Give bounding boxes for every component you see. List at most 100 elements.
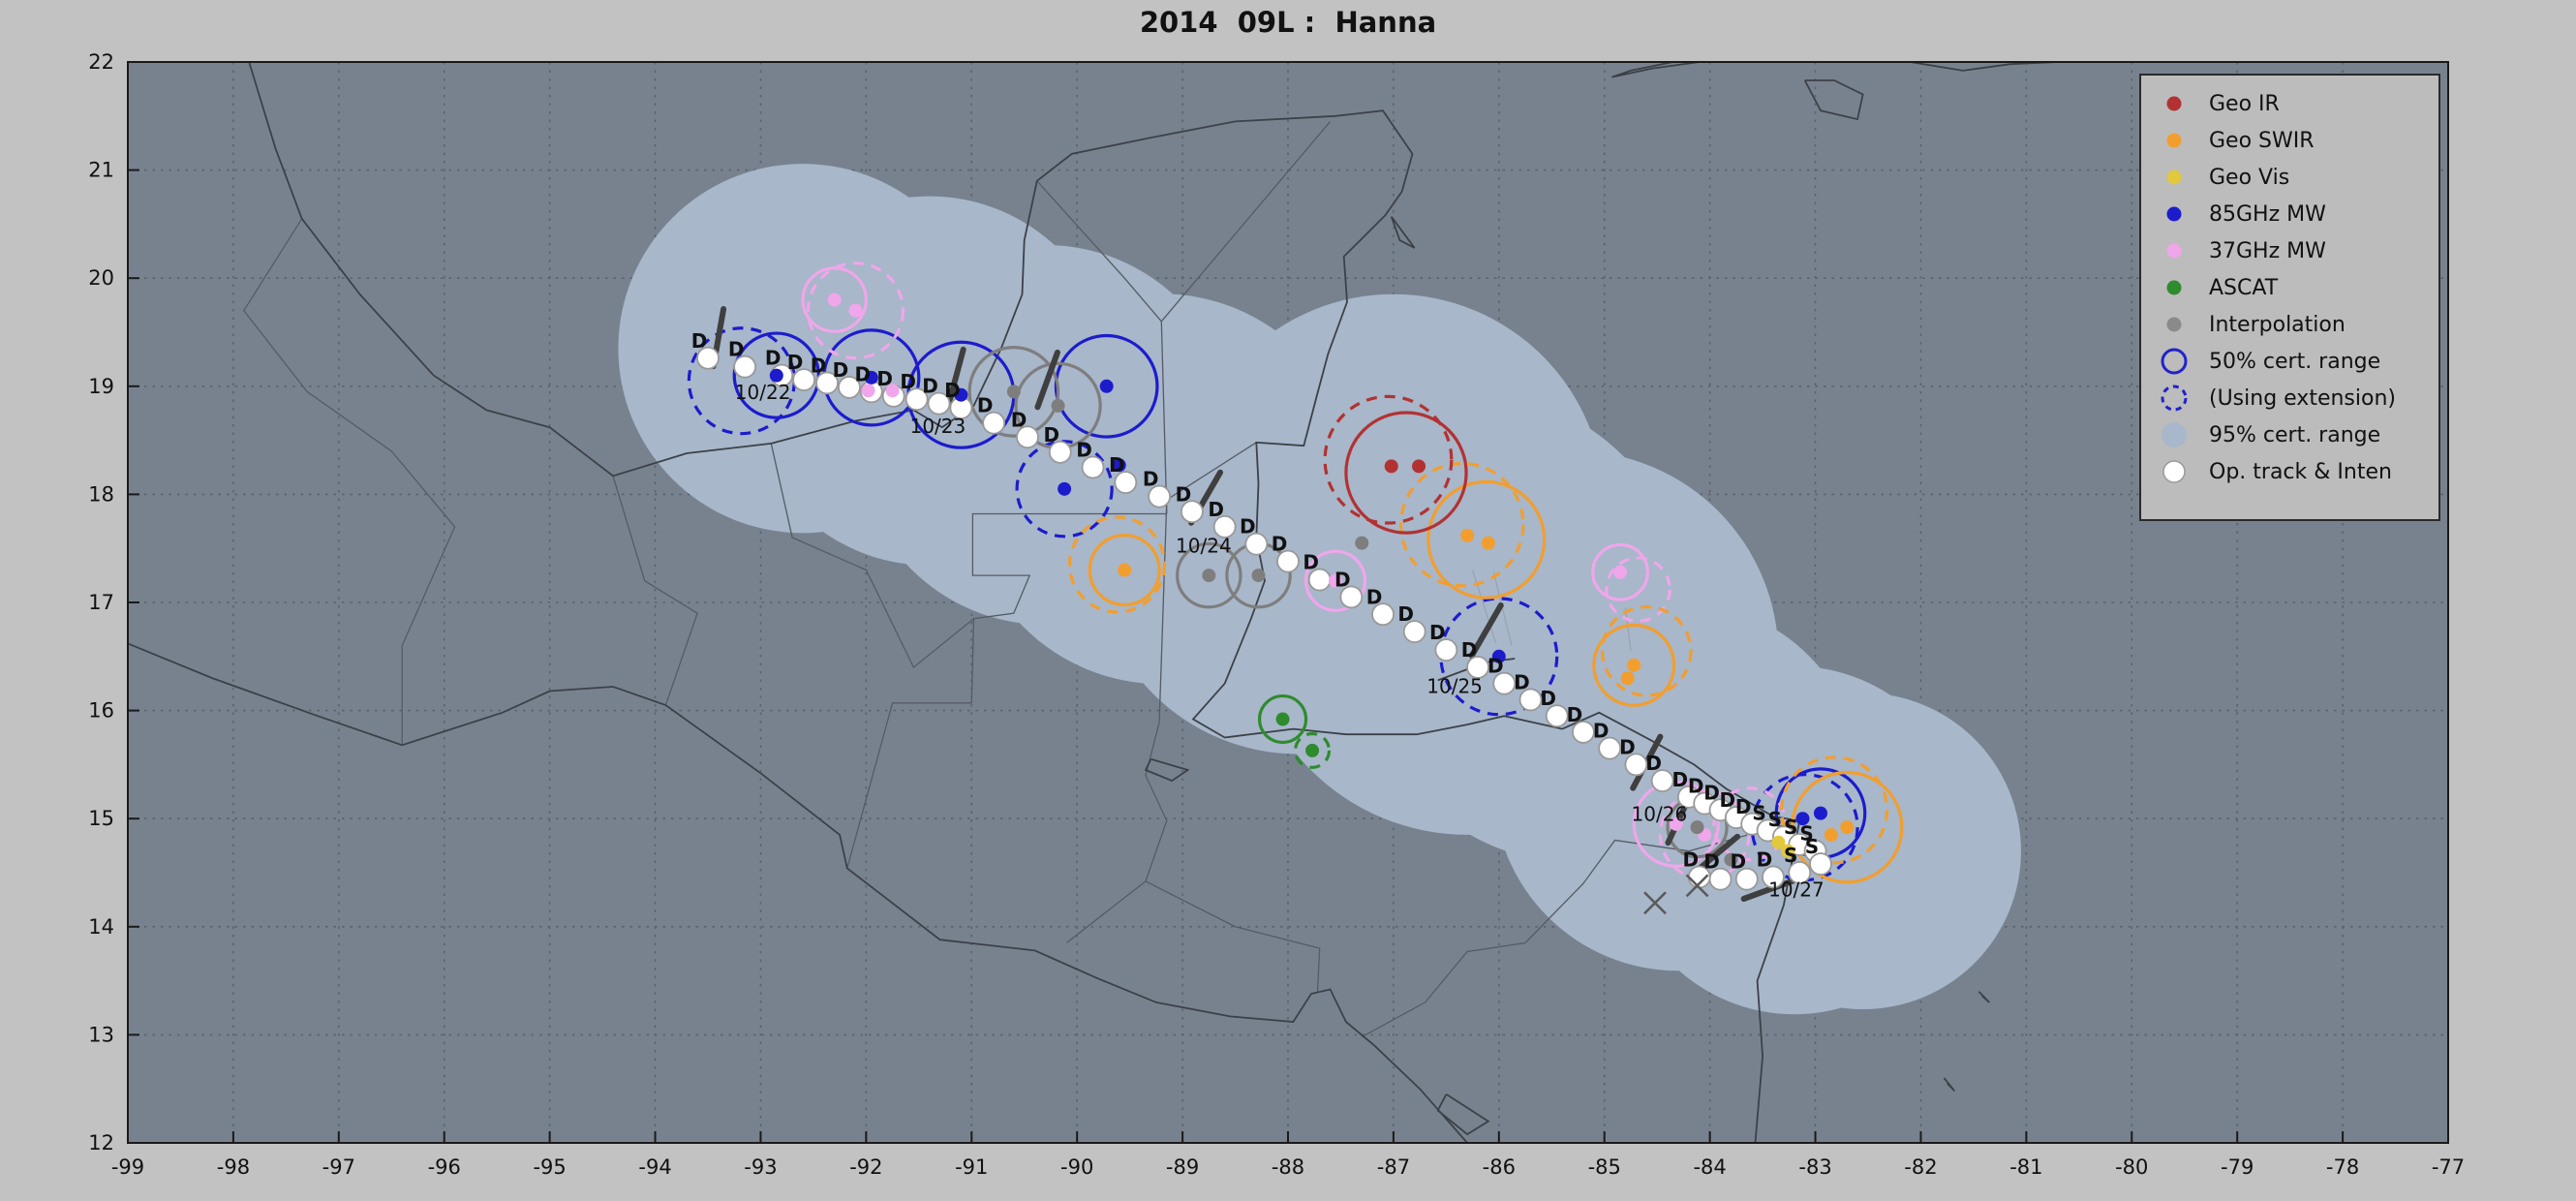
fix-dot-ir bbox=[1384, 459, 1398, 474]
coastline bbox=[1978, 991, 1990, 1003]
track-point bbox=[1434, 638, 1458, 662]
track-intensity-letter: D bbox=[1593, 720, 1610, 743]
legend-item-geo-vis: Geo Vis bbox=[2141, 159, 2438, 196]
track-intensity-letter: D bbox=[876, 367, 893, 390]
fix-dot-mw85 bbox=[769, 368, 783, 383]
track-intensity-letter: D bbox=[728, 338, 745, 361]
fix-dot-mw85 bbox=[954, 387, 968, 402]
coastline bbox=[1436, 1093, 1490, 1136]
x-tick-label: -89 bbox=[1166, 1155, 1199, 1179]
fix-circle-ascat bbox=[1257, 693, 1308, 745]
track-point bbox=[1048, 440, 1072, 464]
track-point bbox=[838, 376, 861, 399]
map-outlines bbox=[128, 62, 2059, 1143]
fix-circle-mw37 bbox=[1632, 780, 1720, 868]
track-intensity-letter: D bbox=[1688, 775, 1704, 798]
date-label: 10/25 bbox=[1426, 675, 1483, 698]
legend-marker-icon bbox=[2166, 280, 2182, 295]
track-intensity-letter: D bbox=[1619, 735, 1636, 758]
track-intensity-letter: D bbox=[1730, 850, 1746, 874]
track-intensity-letter: D bbox=[1682, 847, 1699, 871]
track-point bbox=[1762, 865, 1785, 889]
track-point bbox=[1371, 602, 1395, 627]
coastline bbox=[248, 62, 1801, 1143]
x-tick-label: -91 bbox=[955, 1155, 988, 1179]
x-tick-label: -83 bbox=[1798, 1155, 1831, 1179]
track-point bbox=[1466, 656, 1489, 679]
track-intensity-letter: S bbox=[1784, 844, 1797, 867]
track-intensity-letter: D bbox=[1043, 423, 1059, 447]
legend-item-label: Op. track & Inten bbox=[2209, 459, 2392, 484]
track-intensity-letter: D bbox=[811, 354, 827, 377]
fix-dot-swir bbox=[1620, 671, 1635, 686]
track-intensity-letter: D bbox=[1429, 621, 1446, 644]
legend-item-geo-swir: Geo SWIR bbox=[2141, 122, 2438, 159]
y-tick-label: 12 bbox=[88, 1131, 114, 1155]
country-border bbox=[612, 476, 698, 706]
track-point bbox=[696, 346, 720, 370]
fix-dot-mw37 bbox=[1669, 816, 1683, 831]
track-point bbox=[1016, 425, 1039, 449]
legend-marker-icon bbox=[2166, 169, 2182, 185]
coastline bbox=[1943, 1077, 1955, 1093]
track-intensity-letter: S bbox=[1784, 816, 1797, 839]
track-point bbox=[1598, 736, 1622, 760]
fix-circle-swir bbox=[1592, 623, 1676, 707]
x-tick-label: -82 bbox=[1904, 1155, 1937, 1179]
legend-item-label: Geo SWIR bbox=[2209, 128, 2315, 153]
track-intensity-letter: D bbox=[1720, 788, 1736, 812]
legend-item-37ghz-mw: 37GHz MW bbox=[2141, 232, 2438, 269]
legend-item-label: 50% cert. range bbox=[2209, 349, 2381, 374]
fix-dot-interp bbox=[1690, 820, 1704, 835]
legend-marker-icon bbox=[2162, 460, 2186, 483]
fix-dot-vis bbox=[1781, 844, 1795, 858]
x-tick-label: -87 bbox=[1377, 1155, 1410, 1179]
track-point bbox=[1518, 688, 1543, 712]
fix-circle-mw37 bbox=[1303, 549, 1367, 612]
legend-item-label: ASCAT bbox=[2209, 275, 2279, 300]
fix-connector-line bbox=[1492, 571, 1513, 646]
x-tick-label: -98 bbox=[217, 1155, 250, 1179]
legend-marker-icon bbox=[2166, 206, 2182, 222]
fix-dot-mw85 bbox=[1491, 649, 1506, 663]
track-point bbox=[1788, 861, 1812, 884]
y-tick-label: 16 bbox=[88, 699, 114, 723]
country-border bbox=[1145, 722, 1168, 882]
coastline bbox=[1144, 757, 1190, 783]
country-border bbox=[1065, 880, 1147, 944]
track-intensity-letter: S bbox=[1768, 808, 1782, 831]
x-tick-label: -81 bbox=[2009, 1155, 2042, 1179]
fix-dot-swir bbox=[1627, 658, 1641, 672]
date-label: 10/26 bbox=[1632, 802, 1688, 825]
legend-item-op-track-inten: Op. track & Inten bbox=[2141, 453, 2438, 490]
extrapolated-x-mark bbox=[1643, 891, 1667, 915]
track-intensity-letter: D bbox=[900, 370, 916, 393]
track-point bbox=[905, 387, 929, 412]
y-tick-label: 21 bbox=[88, 159, 114, 182]
fix-dot-mw37 bbox=[861, 384, 875, 398]
fix-dot-mw85 bbox=[1099, 379, 1114, 393]
x-tick-label: -90 bbox=[1060, 1155, 1093, 1179]
coastline bbox=[1390, 216, 1416, 249]
fix-dot-vis bbox=[1771, 835, 1786, 849]
track-point bbox=[733, 354, 757, 379]
track-intensity-letter: D bbox=[1757, 847, 1773, 871]
fix-circle-mw37 bbox=[1591, 542, 1649, 601]
day-tick bbox=[1468, 602, 1504, 659]
fix-circle-swir bbox=[1600, 604, 1693, 697]
y-tick-label: 18 bbox=[88, 482, 114, 506]
track-intensity-letter: D bbox=[1645, 752, 1662, 775]
y-tick-label: 14 bbox=[88, 915, 114, 939]
date-label: 10/24 bbox=[1176, 535, 1232, 558]
legend-marker-icon bbox=[2161, 348, 2188, 375]
fix-dot-interp bbox=[1251, 569, 1266, 583]
fix-circle-mw37 bbox=[1605, 556, 1671, 623]
legend-item-geo-ir: Geo IR bbox=[2141, 85, 2438, 122]
plot-title: 2014 09L : Hanna bbox=[1139, 6, 1437, 39]
country-border bbox=[770, 443, 974, 669]
cert95-blob-circle bbox=[1704, 693, 2021, 1010]
track-point bbox=[815, 371, 839, 395]
track-intensity-letter: D bbox=[1703, 850, 1720, 874]
